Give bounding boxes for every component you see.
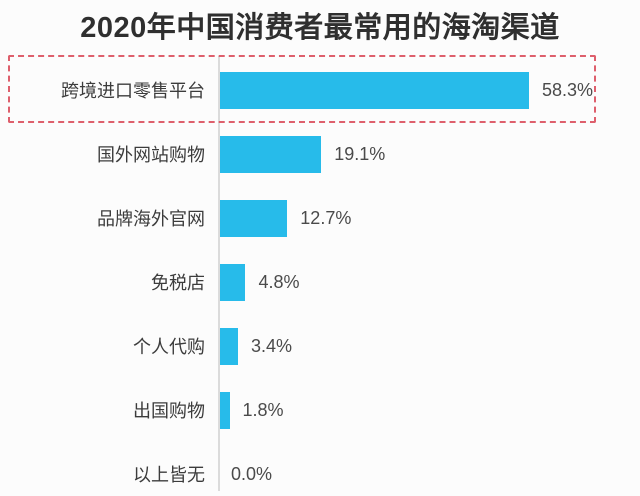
bar-area: 1.8% — [218, 378, 640, 442]
chart-row: 品牌海外官网 12.7% — [0, 186, 640, 250]
category-label: 国外网站购物 — [97, 145, 205, 165]
chart-row: 以上皆无 0.0% — [0, 442, 640, 496]
category-label: 免税店 — [151, 273, 205, 293]
bar — [220, 327, 239, 365]
chart-row: 跨境进口零售平台 58.3% — [0, 58, 640, 122]
bar — [220, 199, 288, 237]
chart-title: 2020年中国消费者最常用的海淘渠道 — [80, 12, 560, 44]
bar-area: 19.1% — [218, 122, 640, 186]
chart-row: 免税店 4.8% — [0, 250, 640, 314]
value-label: 0.0% — [231, 463, 273, 484]
bar-rows: 跨境进口零售平台 58.3% 国外网站购物 19.1% 品牌海外官网 12.7%… — [0, 58, 640, 496]
axis-line — [218, 56, 220, 491]
bar-area: 58.3% — [218, 58, 640, 122]
value-label: 1.8% — [242, 399, 284, 420]
chart-row: 个人代购 3.4% — [0, 314, 640, 378]
chart-row: 出国购物 1.8% — [0, 378, 640, 442]
chart-row: 国外网站购物 19.1% — [0, 122, 640, 186]
value-label: 3.4% — [251, 335, 293, 356]
category-label: 跨境进口零售平台 — [61, 81, 205, 101]
value-label: 19.1% — [334, 143, 386, 164]
bar-area: 4.8% — [218, 250, 640, 314]
bar — [220, 71, 529, 109]
value-label: 12.7% — [300, 207, 352, 228]
bar — [220, 263, 246, 301]
bar — [220, 391, 230, 429]
category-label: 以上皆无 — [133, 465, 205, 485]
bar — [220, 135, 322, 173]
bar-area: 0.0% — [218, 442, 640, 496]
bar-area: 12.7% — [218, 186, 640, 250]
value-label: 4.8% — [258, 271, 300, 292]
category-label: 出国购物 — [133, 401, 205, 421]
category-label: 品牌海外官网 — [97, 209, 205, 229]
value-label: 58.3% — [541, 79, 594, 100]
category-label: 个人代购 — [133, 337, 205, 357]
bar-area: 3.4% — [218, 314, 640, 378]
